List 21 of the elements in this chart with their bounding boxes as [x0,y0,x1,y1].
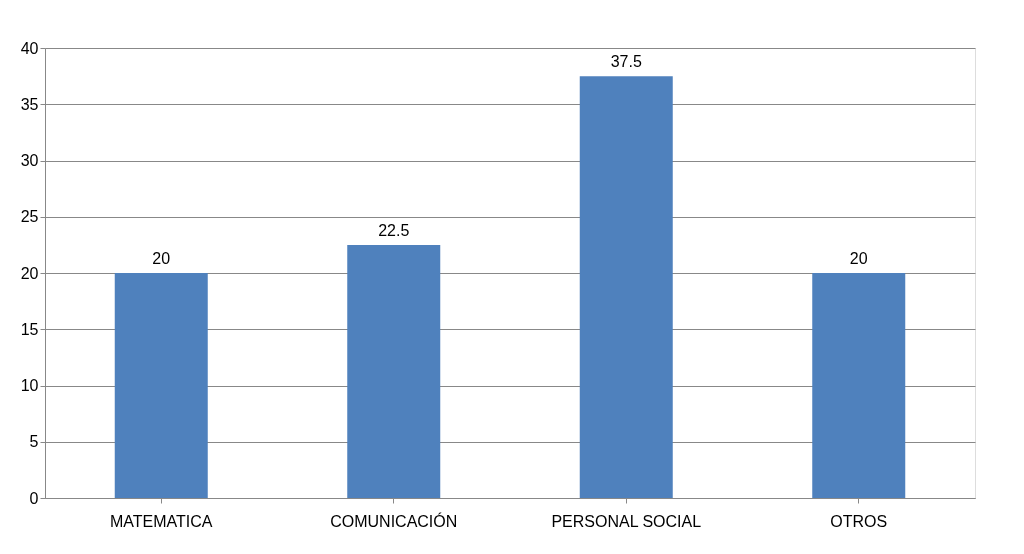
data-label: 20 [152,250,171,267]
bar [579,76,673,498]
y-tick-label: 15 [20,320,39,338]
data-label: 37.5 [610,53,642,71]
bar [347,244,441,498]
y-tick-label: 35 [20,95,39,113]
x-tick-label: PERSONAL SOCIAL [551,512,702,530]
y-tick-label: 10 [20,377,39,394]
y-tick-label: 20 [20,264,39,282]
x-tick-label: COMUNICACIÓN [330,511,458,530]
y-tick-label: 30 [20,152,39,169]
y-tick-label: 5 [29,433,39,451]
data-label: 22.5 [378,221,410,239]
x-tick-label: OTROS [830,512,888,530]
bar [114,273,208,498]
x-tick-label: MATEMATICA [109,512,213,530]
data-label: 20 [849,250,868,267]
y-tick-label: 0 [29,489,39,507]
y-tick-label: 40 [20,39,39,57]
y-tick-label: 25 [20,208,39,226]
bar [812,273,906,498]
